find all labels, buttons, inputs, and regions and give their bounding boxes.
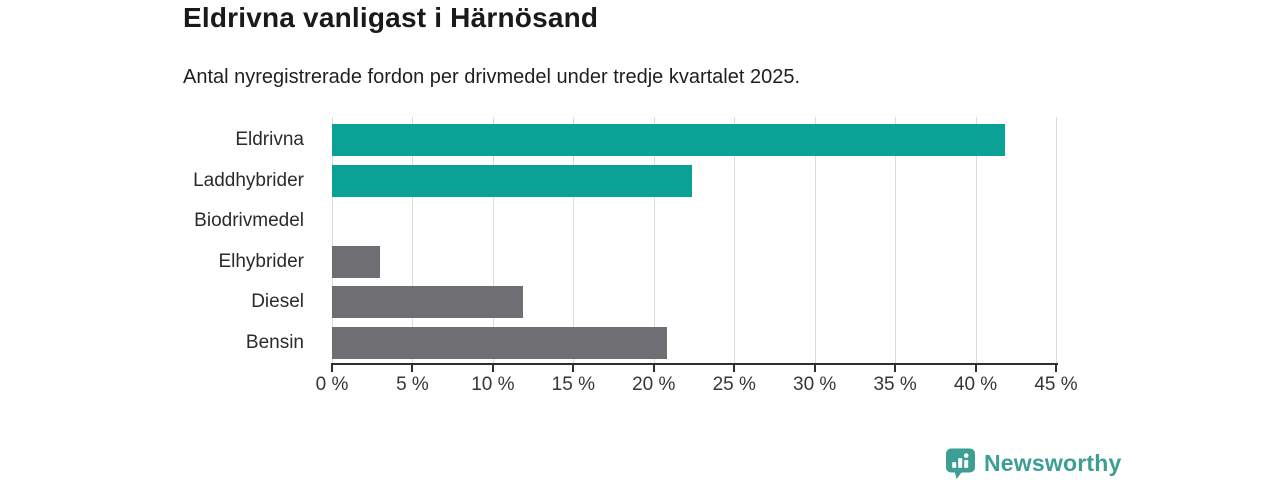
- tick-mark: [572, 365, 575, 372]
- gridline: [573, 117, 575, 364]
- tick-label: 15 %: [551, 374, 595, 395]
- bar-diesel: [332, 286, 524, 319]
- gridline: [332, 117, 333, 364]
- tick-label: 35 %: [873, 374, 917, 395]
- gridline: [895, 117, 897, 364]
- bar-row: [332, 327, 1056, 359]
- tick-label: 25 %: [712, 374, 756, 395]
- plot-area: [332, 117, 1057, 364]
- category-label: Biodrivmedel: [194, 210, 304, 232]
- tick-label: 10 %: [471, 374, 515, 395]
- tick-label: 45 %: [1034, 374, 1078, 395]
- tick-mark: [652, 365, 655, 372]
- gridline: [653, 117, 655, 364]
- bar-row: [332, 205, 1056, 237]
- tick-mark: [1055, 365, 1057, 372]
- tick-label: 5 %: [396, 374, 429, 395]
- category-label: Bensin: [245, 332, 304, 353]
- chart-subtitle: Antal nyregistrerade fordon per drivmede…: [183, 66, 801, 88]
- tick-label: 0 %: [315, 374, 349, 395]
- tick-mark: [491, 365, 494, 372]
- bar-bensin: [332, 327, 667, 359]
- gridline: [975, 117, 977, 364]
- gridline: [412, 117, 414, 364]
- tick-label: 20 %: [632, 374, 676, 395]
- newsworthy-wordmark: Newsworthy: [984, 450, 1122, 476]
- newsworthy-logo[interactable]: Newsworthy: [944, 447, 1121, 480]
- tick-label: 40 %: [953, 374, 998, 395]
- tick-mark: [894, 365, 897, 372]
- category-axis: Eldrivna Laddhybrider Biodrivmedel Elhybrid…: [80, 117, 318, 364]
- category-label: Laddhybrider: [193, 169, 304, 191]
- bar-laddhybrider: [332, 164, 693, 197]
- category-label: Diesel: [251, 291, 304, 313]
- gridline: [814, 117, 816, 364]
- page-title: Eldrivna vanligast i Härnösand: [183, 2, 599, 33]
- bar-row: [332, 286, 1056, 319]
- tick-mark: [974, 365, 977, 372]
- newsworthy-barchart-pin-icon: [944, 447, 977, 480]
- bar-row: [332, 124, 1056, 156]
- category-label: Elhybrider: [218, 250, 304, 272]
- tick-mark: [733, 365, 736, 372]
- gridline: [734, 117, 736, 364]
- gridline: [492, 117, 494, 364]
- tick-mark: [813, 365, 816, 372]
- x-axis-line: [331, 363, 1058, 365]
- category-label: Eldrivna: [235, 129, 304, 150]
- bar-row: [332, 164, 1056, 197]
- tick-mark: [411, 365, 414, 372]
- bar-row: [332, 245, 1056, 278]
- gridline: [1056, 117, 1057, 364]
- tick-mark: [331, 365, 333, 372]
- bar-eldrivna: [332, 124, 1005, 156]
- tick-label: 30 %: [793, 374, 837, 395]
- bar-elhybrider: [332, 245, 381, 278]
